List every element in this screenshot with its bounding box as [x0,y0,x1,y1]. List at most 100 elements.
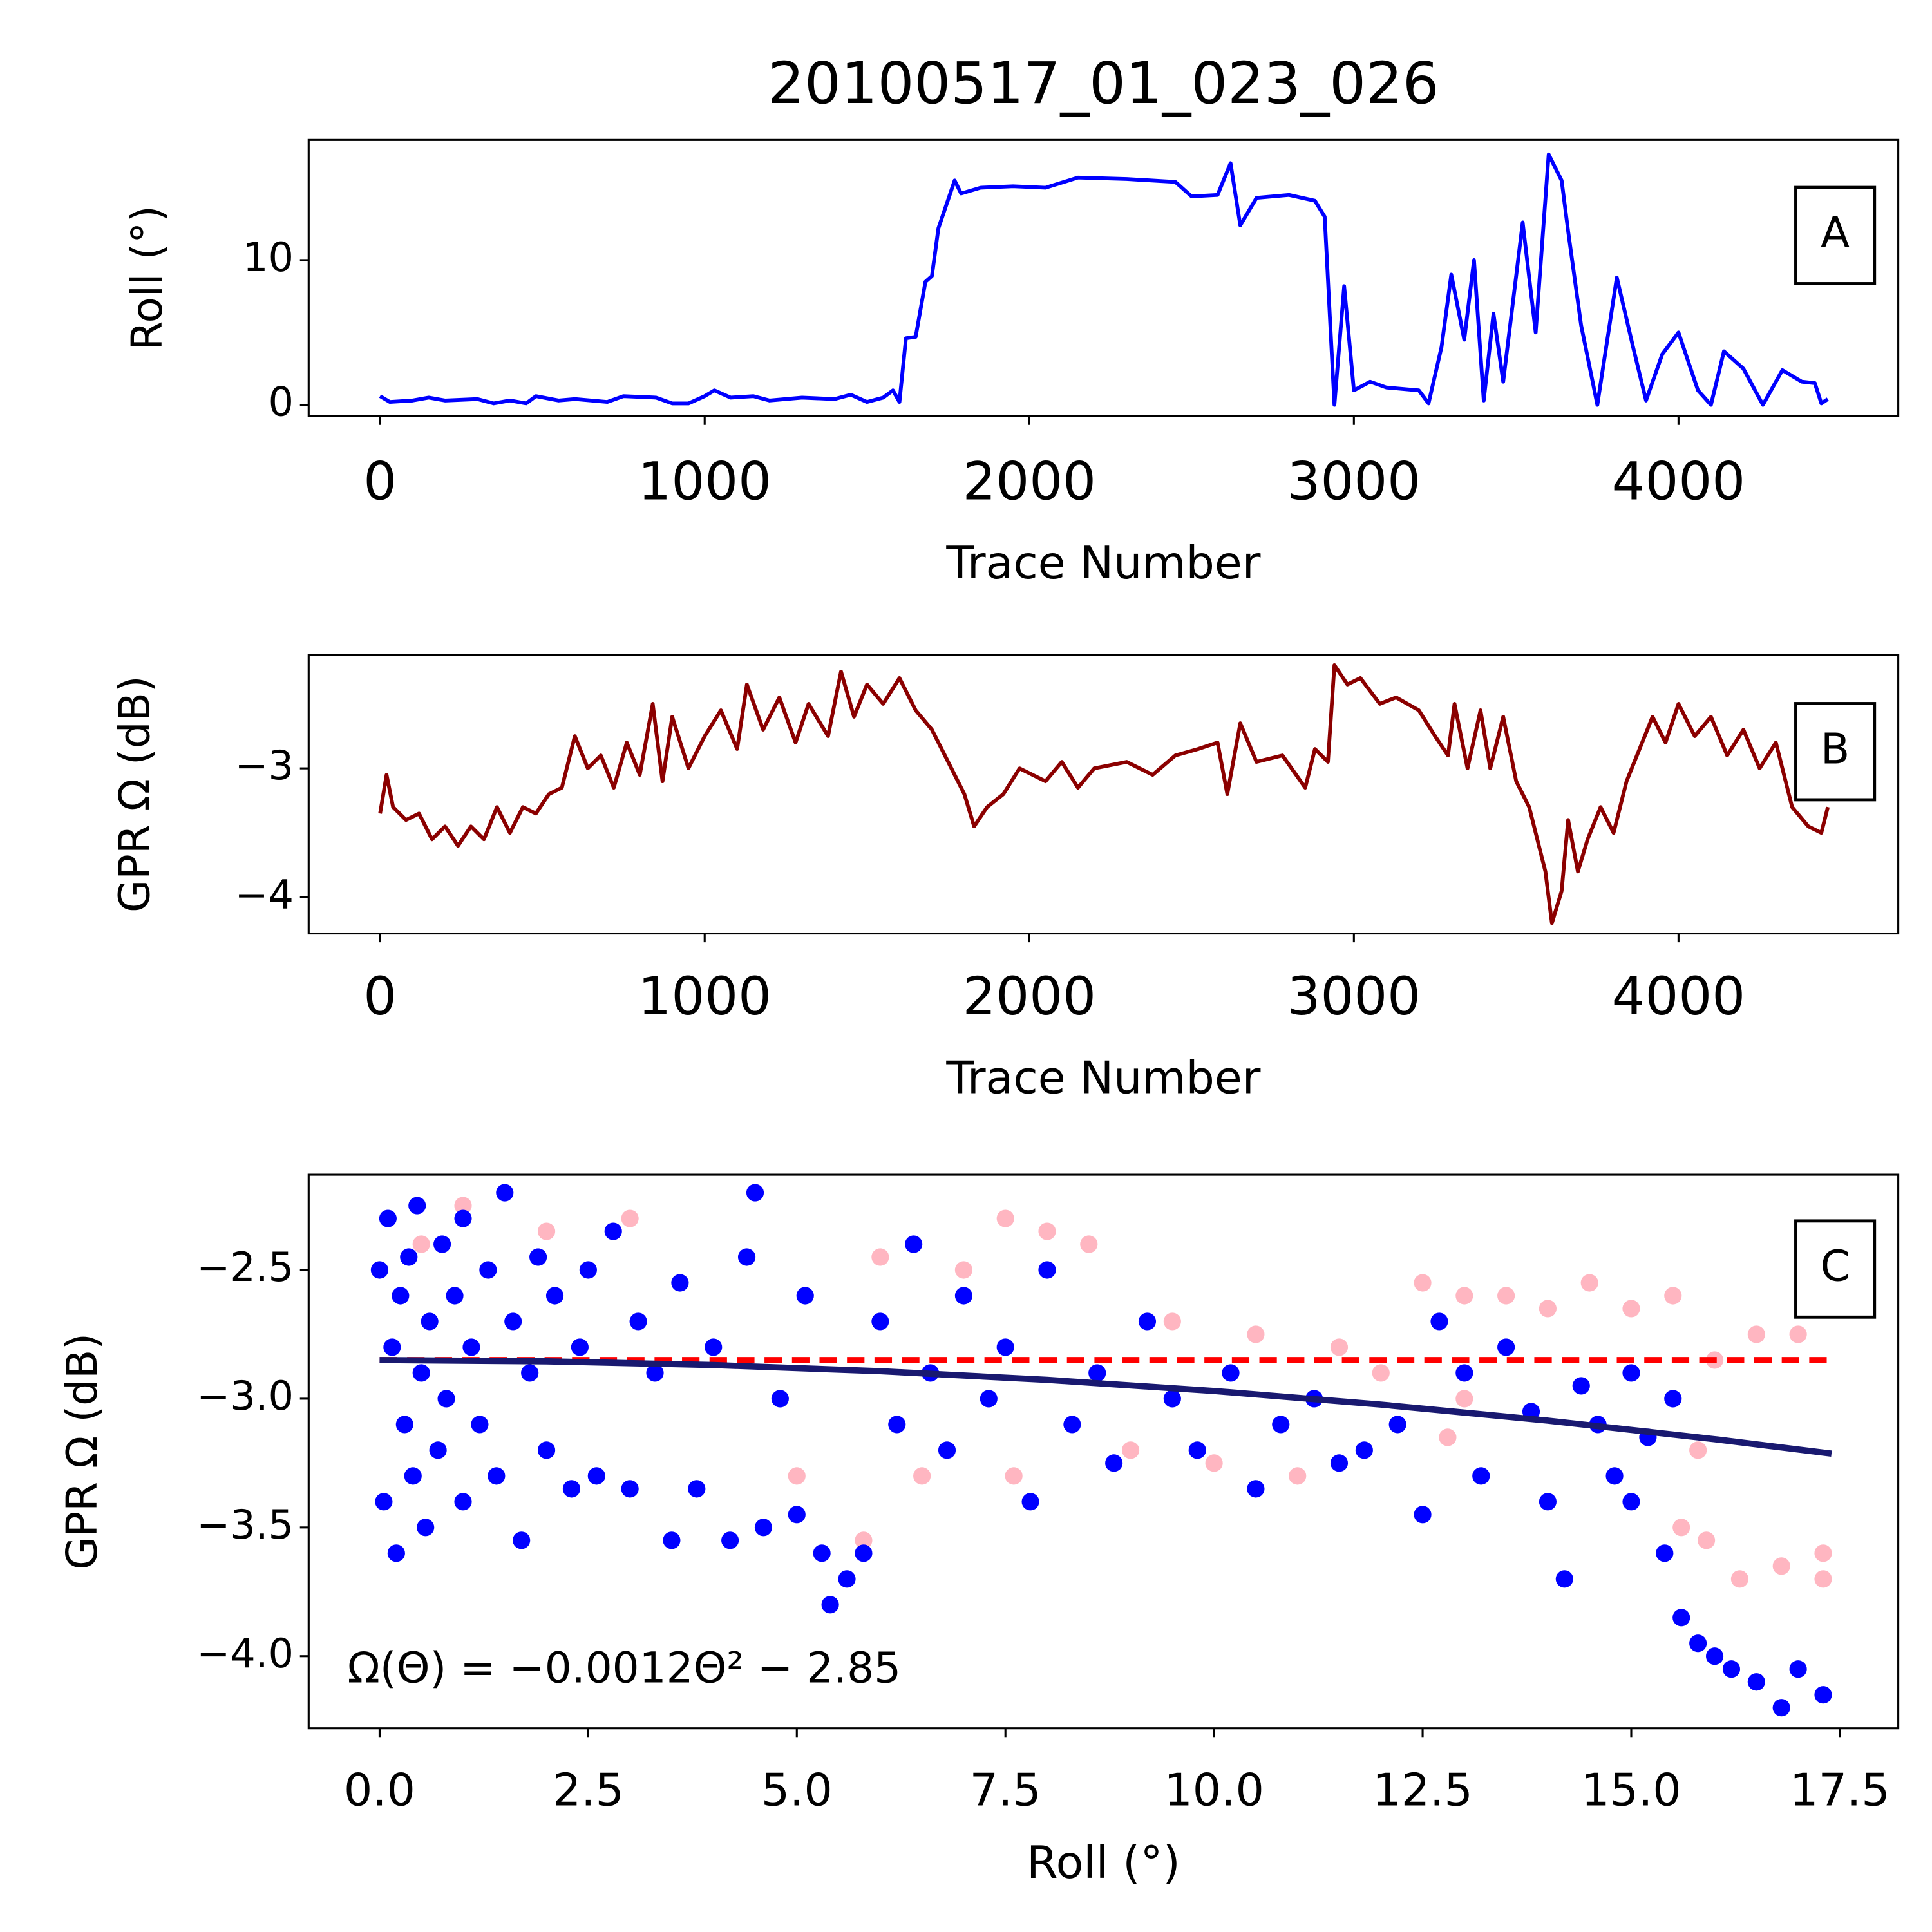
data-point [788,1467,806,1485]
x-tick-label: 1000 [638,451,772,512]
data-point [621,1209,639,1227]
x-tick-label: 0.0 [344,1765,415,1817]
data-point [705,1338,723,1356]
x-axis-label: Trace Number [945,1052,1260,1104]
plot-area [370,1184,1832,1717]
data-point [412,1235,430,1253]
data-point [663,1531,681,1549]
data-point [1105,1454,1123,1472]
data-point [688,1480,706,1498]
data-point [1605,1467,1624,1485]
data-point [1222,1364,1240,1382]
data-point [1414,1506,1432,1524]
data-point [370,1261,389,1279]
data-point [1747,1325,1765,1343]
data-point [1439,1428,1457,1446]
y-tick-label: −3.5 [196,1501,294,1548]
data-point [996,1209,1014,1227]
data-point [1088,1364,1106,1382]
data-point [488,1467,506,1485]
data-point [1038,1261,1056,1279]
x-tick-label: 10.0 [1164,1765,1264,1817]
y-tick-label: 10 [243,234,294,281]
data-point [1772,1557,1790,1575]
data-point [433,1235,451,1253]
data-point [1272,1416,1290,1434]
plot-area [379,152,1829,407]
data-point [1622,1364,1640,1382]
data-point [754,1519,773,1537]
data-point [796,1287,814,1305]
data-point [855,1531,873,1549]
data-point [1656,1544,1674,1562]
data-point [454,1197,472,1215]
y-axis-label: GPR Ω (dB) [57,1333,107,1570]
data-point [1205,1454,1223,1472]
x-tick-label: 4000 [1612,451,1745,512]
data-point [479,1261,497,1279]
y-tick-label: −3.0 [196,1372,294,1419]
data-point [513,1531,531,1549]
y-tick-label: −4.0 [196,1630,294,1677]
data-point [1814,1570,1832,1588]
data-point [1622,1300,1640,1318]
data-point [871,1312,889,1331]
data-point [1722,1660,1741,1678]
data-point [1430,1312,1448,1331]
data-point [471,1416,489,1434]
data-point [996,1338,1014,1356]
data-point [746,1184,764,1202]
data-point [1539,1300,1557,1318]
data-point [412,1364,430,1382]
data-point [446,1287,464,1305]
data-point [1455,1390,1473,1408]
data-line [379,1357,1832,1457]
data-point [1063,1416,1081,1434]
equation: Ω(Θ) = −0.0012Θ² − 2.85 [347,1643,901,1692]
data-point [1689,1634,1707,1653]
x-tick-label: 17.5 [1790,1765,1890,1817]
x-tick-label: 12.5 [1372,1765,1473,1817]
data-point [1163,1390,1181,1408]
y-tick-label: −2.5 [196,1244,294,1291]
data-point [579,1261,597,1279]
data-point [496,1184,514,1202]
axes-frame [307,654,1900,935]
x-tick-label: 15.0 [1581,1765,1681,1817]
data-point [1772,1699,1790,1717]
data-point [1472,1467,1490,1485]
data-point [1388,1416,1406,1434]
data-point [1689,1441,1707,1459]
data-point [1163,1312,1181,1331]
data-point [913,1467,931,1485]
data-point [383,1338,401,1356]
axes-frame [307,1173,1900,1730]
data-point [1247,1325,1265,1343]
data-point [1789,1325,1807,1343]
data-point [1814,1544,1832,1562]
data-point [1672,1609,1690,1627]
data-point [454,1209,472,1227]
data-point [1021,1493,1039,1511]
y-tick-label: −3 [234,742,294,789]
data-point [1580,1274,1598,1292]
data-point [1539,1493,1557,1511]
data-point [1330,1338,1349,1356]
data-point [537,1441,556,1459]
panel-label: B [1821,724,1850,773]
data-point [537,1222,556,1240]
data-point [1672,1519,1690,1537]
data-point [1247,1480,1265,1498]
data-point [1789,1660,1807,1678]
panel-label-box [1794,702,1877,802]
panel-label: A [1821,208,1850,258]
data-point [395,1416,413,1434]
data-point [562,1480,581,1498]
data-point [437,1390,455,1408]
data-point [1080,1235,1098,1253]
data-point [1289,1467,1307,1485]
data-point [871,1248,889,1266]
data-point [1730,1570,1749,1588]
data-point [737,1248,756,1266]
